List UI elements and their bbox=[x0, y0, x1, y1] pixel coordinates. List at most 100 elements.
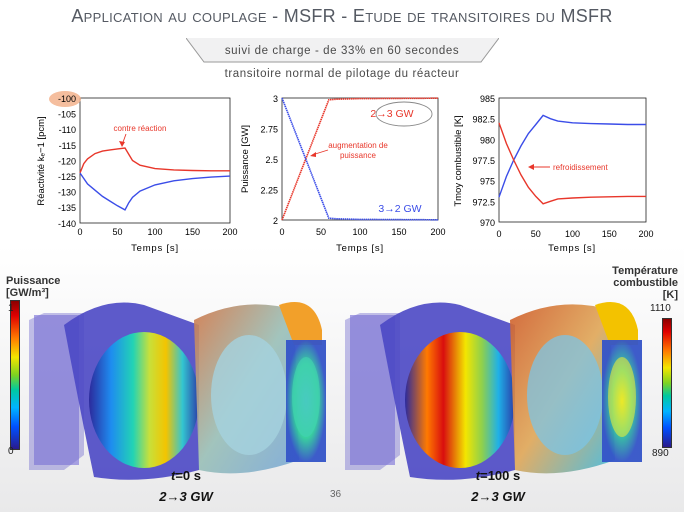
x-tick-label: 50 bbox=[531, 229, 541, 239]
y-tick-label: -120 bbox=[58, 156, 76, 166]
colorbar-right-max: 1110 bbox=[650, 303, 671, 314]
pipe-left bbox=[350, 315, 395, 465]
x-ticks: 0 50 100 150 200 bbox=[496, 229, 653, 239]
subtitle-1: suivi de charge - de 33% en 60 secondes bbox=[224, 45, 460, 57]
subtitle-2: transitoire normal de pilotage du réacte… bbox=[224, 68, 460, 80]
chart-power: 3 2.75 2.5 2.25 2 0 50 100 150 200 Temps… bbox=[240, 94, 446, 254]
colorbar-right-title-line3: [K] bbox=[662, 289, 678, 301]
y-tick-label: -125 bbox=[58, 172, 76, 182]
colorbar-right-min: 890 bbox=[652, 448, 669, 459]
y-axis-label: Tmoy combustible [K] bbox=[453, 115, 464, 206]
x-tick-label: 0 bbox=[77, 227, 82, 237]
x-axis-label: Temps [s] bbox=[131, 243, 179, 254]
caption-t100-time: t=100 s bbox=[438, 468, 558, 483]
title-prefix: Application au couplage bbox=[71, 6, 267, 26]
annotation-contre-reaction: contre réaction bbox=[114, 124, 167, 133]
caption-time-var: t bbox=[475, 468, 481, 483]
core-cavity bbox=[211, 335, 287, 455]
x-tick-label: 0 bbox=[496, 229, 501, 239]
y-tick-label: 977.5 bbox=[472, 156, 495, 166]
outlet-pipe bbox=[595, 302, 638, 345]
x-tick-label: 100 bbox=[565, 229, 580, 239]
colorbar-right bbox=[662, 318, 672, 448]
colorbar-left bbox=[10, 300, 20, 450]
y-tick-label: 982.5 bbox=[472, 115, 495, 125]
series-line-3-to-2 bbox=[281, 97, 439, 221]
x-tick-label: 200 bbox=[430, 227, 445, 237]
x-tick-label: 150 bbox=[391, 227, 406, 237]
title-dash: - bbox=[335, 6, 353, 26]
y-tick-label: 985 bbox=[480, 94, 495, 104]
y-tick-label: 975 bbox=[480, 177, 495, 187]
x-tick-label: 200 bbox=[222, 227, 237, 237]
x-tick-label: 150 bbox=[602, 229, 617, 239]
title-dash: - bbox=[266, 6, 284, 26]
series-line-2-to-3 bbox=[281, 97, 439, 221]
label-3-to-2-gw: 3→2 GW bbox=[378, 203, 421, 215]
annotation-arrowhead bbox=[310, 152, 316, 157]
y-tick-label: -110 bbox=[59, 125, 76, 135]
chart-fuel-temperature: 985 982.5 980 977.5 975 972.5 970 0 50 1… bbox=[453, 94, 654, 254]
annotation-refroidissement: refroidissement bbox=[553, 163, 608, 172]
caption-time-var: t bbox=[170, 468, 176, 483]
y-tick-label: -100 bbox=[58, 94, 76, 104]
x-tick-label: 50 bbox=[112, 227, 122, 237]
y-axis-label: Puissance [GW] bbox=[240, 125, 251, 193]
colorbar-left-title-line2: [GW/m³] bbox=[6, 287, 49, 299]
y-tick-label: -135 bbox=[58, 203, 76, 213]
subtitle-tab-shape bbox=[186, 38, 499, 63]
core-power-field bbox=[89, 332, 199, 468]
title-suffix: Etude de transitoires du MSFR bbox=[352, 6, 613, 26]
x-tick-label: 0 bbox=[279, 227, 284, 237]
y-tick-label: 2.25 bbox=[260, 186, 278, 196]
outlet-pipe bbox=[279, 302, 322, 345]
series-line-3-to-2 bbox=[498, 122, 646, 205]
colorbar-right-title-line2: combustible bbox=[613, 277, 678, 289]
x-axis-label: Temps [s] bbox=[336, 243, 384, 254]
series-line-3-to-2 bbox=[79, 172, 231, 211]
x-tick-label: 200 bbox=[638, 229, 653, 239]
x-tick-label: 100 bbox=[147, 227, 162, 237]
exchanger-core bbox=[608, 357, 636, 437]
y-tick-label: -115 bbox=[59, 141, 76, 151]
y-tick-label: -105 bbox=[58, 110, 76, 120]
y-ticks: 985 982.5 980 977.5 975 972.5 970 bbox=[472, 94, 495, 228]
x-axis-label: Temps [s] bbox=[548, 243, 596, 254]
y-axis-label: Réactivité kₑ−1 [pcm] bbox=[36, 116, 47, 205]
caption-time-value: =0 s bbox=[175, 468, 201, 483]
y-tick-label: 2 bbox=[273, 216, 278, 226]
y-ticks: -100 -105 -110 -115 -120 -125 -130 -135 … bbox=[58, 94, 76, 229]
annotation-augmentation: augmentation de puissance bbox=[328, 141, 388, 160]
plot-area bbox=[281, 97, 439, 221]
page-title: Application au couplage - MSFR - Etude d… bbox=[0, 6, 684, 27]
callout-circle bbox=[375, 101, 433, 127]
caption-t0-time: t=0 s bbox=[126, 468, 246, 483]
x-ticks: 0 50 100 150 200 bbox=[77, 227, 237, 237]
caption-t100-case: 2→3 GW bbox=[471, 489, 525, 504]
x-tick-label: 100 bbox=[352, 227, 367, 237]
y-tick-label: -130 bbox=[58, 188, 76, 198]
y-tick-label: 2.75 bbox=[260, 125, 278, 135]
colorbar-left-max: 1 bbox=[8, 303, 14, 314]
caption-time-value: =100 s bbox=[480, 468, 521, 483]
x-ticks: 0 50 100 150 200 bbox=[279, 227, 445, 237]
plot-area bbox=[498, 97, 647, 223]
y-tick-label: 972.5 bbox=[472, 197, 495, 207]
render-t0 bbox=[29, 302, 326, 480]
series-line-2-to-3 bbox=[498, 114, 646, 198]
colorbar-left-title-line1: Puissance bbox=[6, 275, 61, 287]
series-line-2-to-3 bbox=[79, 147, 230, 174]
render-t100 bbox=[345, 302, 642, 480]
x-tick-label: 150 bbox=[185, 227, 200, 237]
caption-t0-case: 2→3 GW bbox=[159, 489, 213, 504]
y-tick-label: 3 bbox=[273, 94, 278, 104]
page-number: 36 bbox=[330, 489, 342, 500]
pipe-left bbox=[34, 315, 79, 465]
core-power-field bbox=[405, 332, 515, 468]
y-tick-label: 980 bbox=[480, 135, 495, 145]
y-ticks: 3 2.75 2.5 2.25 2 bbox=[260, 94, 278, 226]
colorbar-left-title: Puissance [GW/m³] bbox=[6, 275, 60, 299]
y-tick-label: 2.5 bbox=[265, 155, 278, 165]
label-2-to-3-gw: 2→3 GW bbox=[370, 108, 413, 120]
y-tick-label: 970 bbox=[480, 218, 495, 228]
